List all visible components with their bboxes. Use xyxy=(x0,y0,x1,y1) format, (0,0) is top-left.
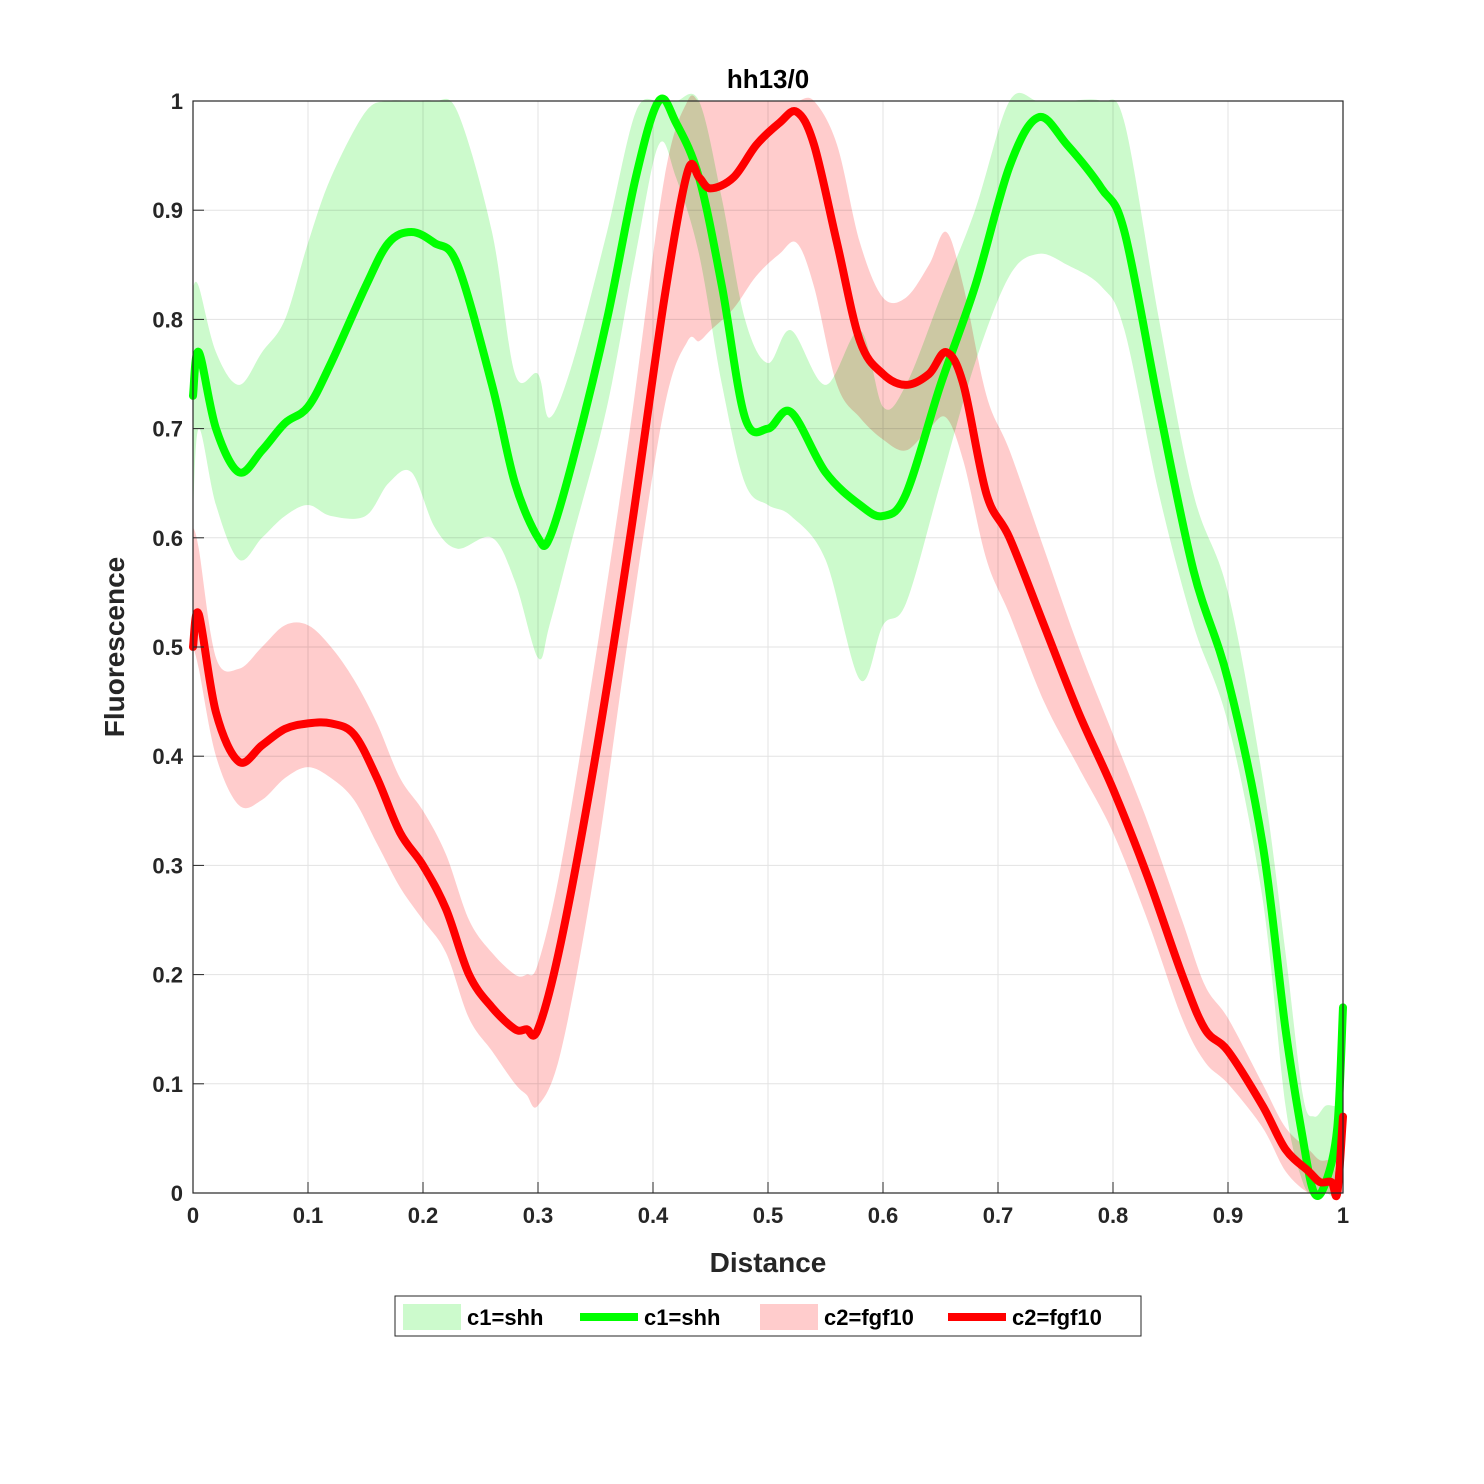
x-tick-label: 0.6 xyxy=(868,1203,899,1228)
confidence-band-1 xyxy=(193,92,1343,1198)
y-tick-label: 0.9 xyxy=(152,198,183,223)
x-tick-label: 0.2 xyxy=(408,1203,439,1228)
x-tick-label: 0.5 xyxy=(753,1203,784,1228)
series-line-2 xyxy=(189,107,1347,1201)
x-tick-label: 0.4 xyxy=(638,1203,669,1228)
series-lines xyxy=(189,94,1347,1201)
y-tick-label: 0.7 xyxy=(152,417,183,442)
x-tick-label: 0.1 xyxy=(293,1203,324,1228)
y-tick-label: 0.3 xyxy=(152,853,183,878)
y-tick-label: 0 xyxy=(171,1181,183,1206)
legend-swatch-band xyxy=(403,1304,461,1330)
series-line-1 xyxy=(189,94,1347,1200)
y-tick-label: 1 xyxy=(171,89,183,114)
x-tick-label: 0.9 xyxy=(1213,1203,1244,1228)
legend-label: c2=fgf10 xyxy=(824,1305,914,1330)
x-tick-label: 1 xyxy=(1337,1203,1349,1228)
legend-label: c1=shh xyxy=(467,1305,543,1330)
y-tick-label: 0.2 xyxy=(152,963,183,988)
legend-swatch-band xyxy=(760,1304,818,1330)
y-tick-label: 0.8 xyxy=(152,307,183,332)
x-tick-label: 0.3 xyxy=(523,1203,554,1228)
x-axis-ticks: 0 0.1 0.2 0.3 0.4 0.5 0.6 0.7 0.8 0.9 1 xyxy=(187,1182,1349,1228)
y-axis-ticks: 0 0.1 0.2 0.3 0.4 0.5 0.6 0.7 0.8 0.9 1 xyxy=(152,89,204,1206)
x-tick-label: 0.8 xyxy=(1098,1203,1129,1228)
y-tick-label: 0.5 xyxy=(152,635,183,660)
x-axis-title: Distance xyxy=(710,1247,827,1278)
legend-label: c1=shh xyxy=(644,1305,720,1330)
y-axis-title: Fluorescence xyxy=(99,557,130,738)
x-tick-label: 0.7 xyxy=(983,1203,1014,1228)
y-tick-label: 0.6 xyxy=(152,526,183,551)
legend: c1=shh c1=shh c2=fgf10 c2=fgf10 xyxy=(394,1295,1142,1337)
y-tick-label: 0.1 xyxy=(152,1072,183,1097)
chart-title: hh13/0 xyxy=(727,64,809,94)
y-tick-label: 0.4 xyxy=(152,744,183,769)
x-tick-label: 0 xyxy=(187,1203,199,1228)
legend-label: c2=fgf10 xyxy=(1012,1305,1102,1330)
confidence-bands xyxy=(193,92,1343,1198)
